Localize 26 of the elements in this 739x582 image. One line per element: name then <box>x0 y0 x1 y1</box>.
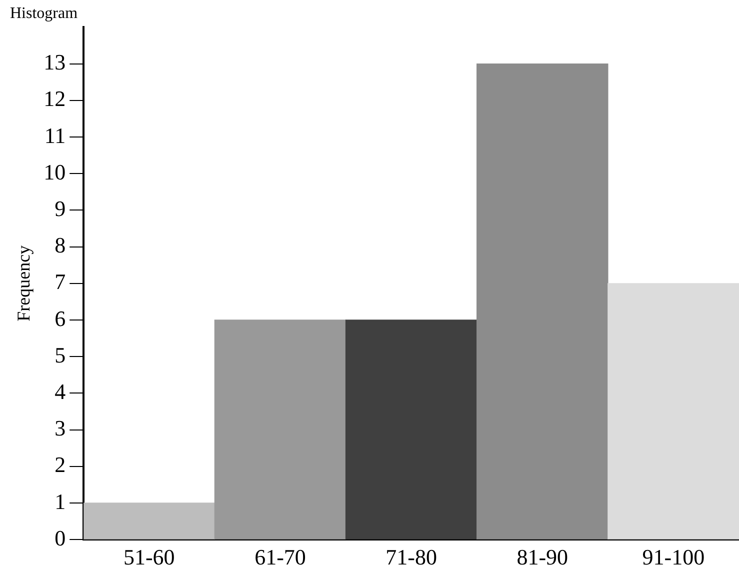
x-tick-label: 71-80 <box>386 544 437 570</box>
y-tick-label: 9 <box>54 196 66 221</box>
y-tick-label: 10 <box>44 159 66 184</box>
x-tick-label: 51-60 <box>123 544 175 570</box>
bar <box>84 502 216 540</box>
y-tick-label: 1 <box>54 488 66 514</box>
bar <box>214 320 346 540</box>
y-tick-label: 0 <box>54 525 66 550</box>
y-tick-label: 7 <box>54 269 66 294</box>
y-tick-label: 13 <box>44 50 66 75</box>
y-tick-label: 8 <box>54 232 66 258</box>
x-tick-label: 61-70 <box>254 544 306 570</box>
y-tick-label: 4 <box>54 378 66 404</box>
y-tick-label: 12 <box>44 86 66 112</box>
chart-title: Histogram <box>10 4 78 22</box>
bar <box>345 320 478 540</box>
bar <box>476 63 608 540</box>
y-axis-title: Frequency <box>14 245 34 322</box>
x-tick-label: 91-100 <box>642 544 705 570</box>
y-tick-label: 6 <box>54 306 66 331</box>
y-tick-label: 2 <box>54 452 66 478</box>
y-tick-label: 5 <box>54 342 66 368</box>
y-tick-label: 11 <box>44 122 66 148</box>
y-tick-label: 3 <box>54 416 66 441</box>
x-tick-label: 81-90 <box>516 544 568 570</box>
bar <box>608 283 739 540</box>
